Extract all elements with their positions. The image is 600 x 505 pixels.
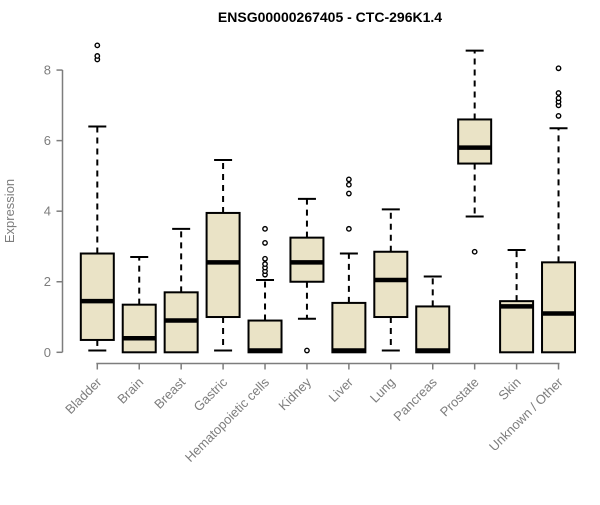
outlier-point: [262, 261, 268, 267]
y-tick-label: 6: [44, 133, 51, 148]
outlier-point: [555, 95, 562, 102]
x-category-label-pancreas: Pancreas: [390, 374, 440, 424]
iqr-box: [373, 250, 409, 319]
x-category-label-lung: Lung: [367, 375, 398, 406]
box-breast: [163, 227, 199, 354]
box-brain: [121, 256, 157, 354]
chart-title: ENSG00000267405 - CTC-296K1.4: [218, 9, 442, 25]
iqr-box: [541, 261, 577, 354]
y-tick-label: 0: [44, 345, 51, 360]
iqr-box: [415, 305, 451, 354]
x-category-label-unknown-other: Unknown / Other: [486, 374, 566, 454]
iqr-box: [121, 303, 157, 354]
iqr-box: [289, 236, 325, 283]
box-lung: [373, 208, 409, 352]
x-category-label-skin: Skin: [495, 375, 523, 403]
box-prostate: [457, 49, 493, 255]
iqr-box: [331, 301, 367, 354]
outlier-point: [262, 225, 268, 232]
box-skin: [499, 248, 535, 354]
x-category-label-kidney: Kidney: [275, 374, 314, 413]
y-tick-label: 4: [44, 204, 51, 219]
x-category-label-gastric: Gastric: [190, 374, 230, 414]
outlier-point: [471, 248, 478, 255]
box-liver: [331, 176, 367, 354]
outlier-point: [555, 90, 562, 96]
box-pancreas: [415, 275, 451, 354]
x-category-label-brain: Brain: [114, 375, 146, 407]
x-category-label-prostate: Prostate: [437, 375, 482, 420]
outlier-point: [345, 190, 352, 197]
outlier-point: [345, 181, 352, 188]
iqr-box: [247, 319, 283, 354]
outlier-point: [94, 53, 101, 59]
outlier-point: [94, 42, 101, 49]
iqr-box: [205, 211, 241, 319]
box-gastric: [205, 159, 241, 352]
iqr-box: [457, 118, 493, 165]
box-bladder: [79, 42, 115, 352]
outlier-point: [262, 240, 268, 246]
iqr-box: [79, 252, 115, 341]
outlier-point: [304, 347, 310, 354]
outlier-point: [345, 176, 352, 183]
outlier-point: [555, 65, 562, 72]
x-category-label-breast: Breast: [151, 374, 188, 411]
box-hematopoietic-cells: [247, 225, 283, 354]
y-tick-label: 8: [44, 63, 51, 78]
box-unknown-other: [541, 65, 577, 354]
x-category-label-liver: Liver: [325, 374, 356, 405]
outlier-point: [555, 113, 562, 119]
y-axis-label: Expression: [2, 179, 17, 243]
outlier-point: [345, 225, 352, 232]
outlier-point: [262, 255, 268, 262]
y-tick-label: 2: [44, 274, 51, 289]
box-kidney: [289, 197, 325, 354]
boxes: [79, 42, 577, 354]
iqr-box: [499, 300, 535, 354]
x-category-label-bladder: Bladder: [62, 374, 105, 417]
